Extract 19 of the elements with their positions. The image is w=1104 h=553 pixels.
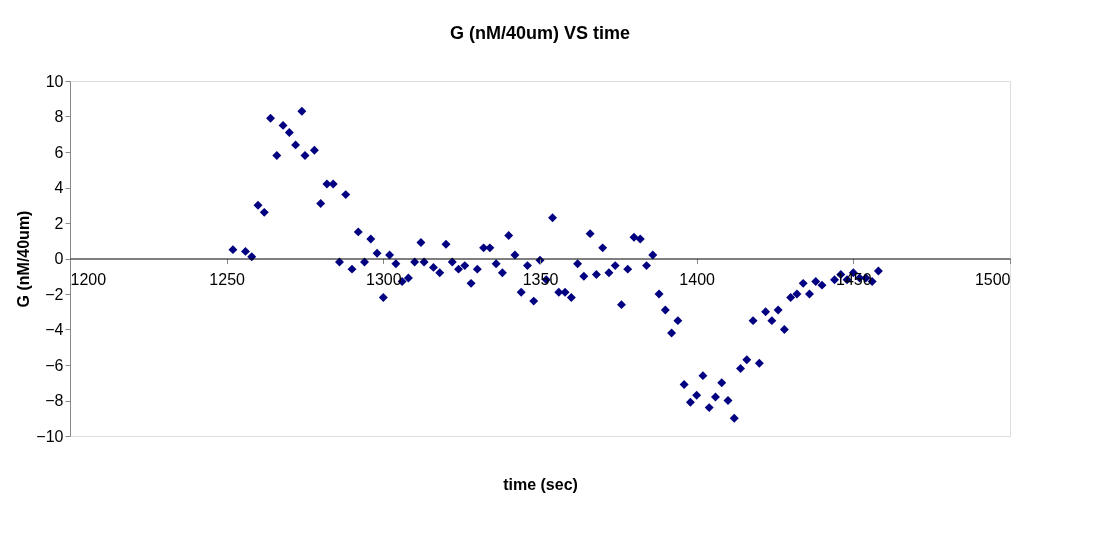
x-tick-label: 1250 [209,271,246,288]
y-tick-label: 8 [54,108,64,125]
y-tick-label: 6 [54,143,64,161]
y-tick-label: −8 [45,392,64,409]
x-tick-label: 1400 [679,271,716,288]
x-axis-title: time (sec) [503,475,578,493]
y-tick-label: −4 [45,321,64,338]
x-tick-label: 1300 [366,271,402,288]
y-tick-label: −10 [36,427,64,445]
y-tick-label: 4 [54,179,64,196]
y-tick-label: 2 [54,214,64,232]
x-tick-label: 1200 [70,271,107,288]
y-tick-label: 0 [54,250,64,267]
y-tick-label: 10 [45,72,64,90]
chart-title: G (nM/40um) VS time [449,23,631,43]
y-tick-label: −2 [45,285,64,303]
x-tick-label: 1500 [974,271,1011,288]
y-tick-label: −6 [45,356,64,374]
y-axis-title: G (nM/40um) [15,210,33,308]
